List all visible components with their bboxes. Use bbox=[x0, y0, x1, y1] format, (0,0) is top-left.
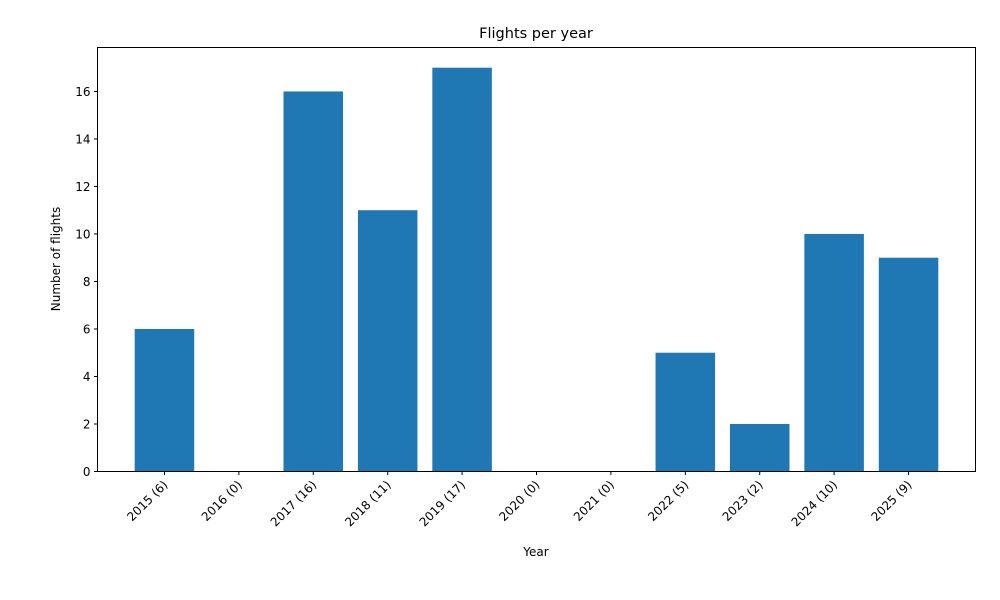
bar-2025 bbox=[878, 257, 939, 472]
chart-title: Flights per year bbox=[479, 26, 593, 42]
x-tick-label: 2020 (0) bbox=[496, 478, 542, 524]
y-tick-label: 2 bbox=[83, 417, 91, 431]
x-axis: 2015 (6) 2016 (0) 2017 (16) 2018 (11) 2019 (… bbox=[124, 471, 915, 530]
y-tick-label: 4 bbox=[83, 370, 91, 384]
bar-2022 bbox=[655, 352, 716, 472]
y-tick-label: 14 bbox=[75, 132, 90, 146]
x-tick-label: 2018 (11) bbox=[342, 478, 394, 530]
y-tick-label: 16 bbox=[75, 85, 90, 99]
bar-2017 bbox=[283, 91, 344, 472]
y-axis-label: Number of flights bbox=[49, 207, 63, 311]
y-tick-label: 12 bbox=[75, 180, 90, 194]
bar-2024 bbox=[804, 233, 864, 472]
x-tick-label: 2022 (5) bbox=[645, 478, 691, 524]
x-axis-label: Year bbox=[522, 545, 548, 559]
x-tick-label: 2021 (0) bbox=[571, 478, 617, 524]
y-tick-label: 8 bbox=[83, 275, 91, 289]
y-tick-label: 10 bbox=[75, 227, 90, 241]
bar-2018 bbox=[357, 210, 418, 472]
x-tick-label: 2017 (16) bbox=[268, 478, 320, 530]
x-tick-label: 2024 (10) bbox=[789, 478, 841, 530]
bar-2015 bbox=[134, 328, 195, 472]
bar-2023 bbox=[729, 423, 790, 472]
y-tick-label: 0 bbox=[83, 465, 91, 479]
x-tick-label: 2019 (17) bbox=[417, 478, 469, 530]
y-tick-label: 6 bbox=[83, 322, 91, 336]
bars-group bbox=[134, 67, 939, 472]
x-tick-label: 2016 (0) bbox=[199, 478, 245, 524]
x-tick-label: 2023 (2) bbox=[720, 478, 766, 524]
bar-2019 bbox=[432, 67, 492, 472]
y-axis: 0 2 4 6 8 10 12 14 16 bbox=[75, 85, 98, 479]
x-tick-label: 2015 (6) bbox=[124, 478, 170, 524]
x-tick-label: 2025 (9) bbox=[868, 478, 914, 524]
